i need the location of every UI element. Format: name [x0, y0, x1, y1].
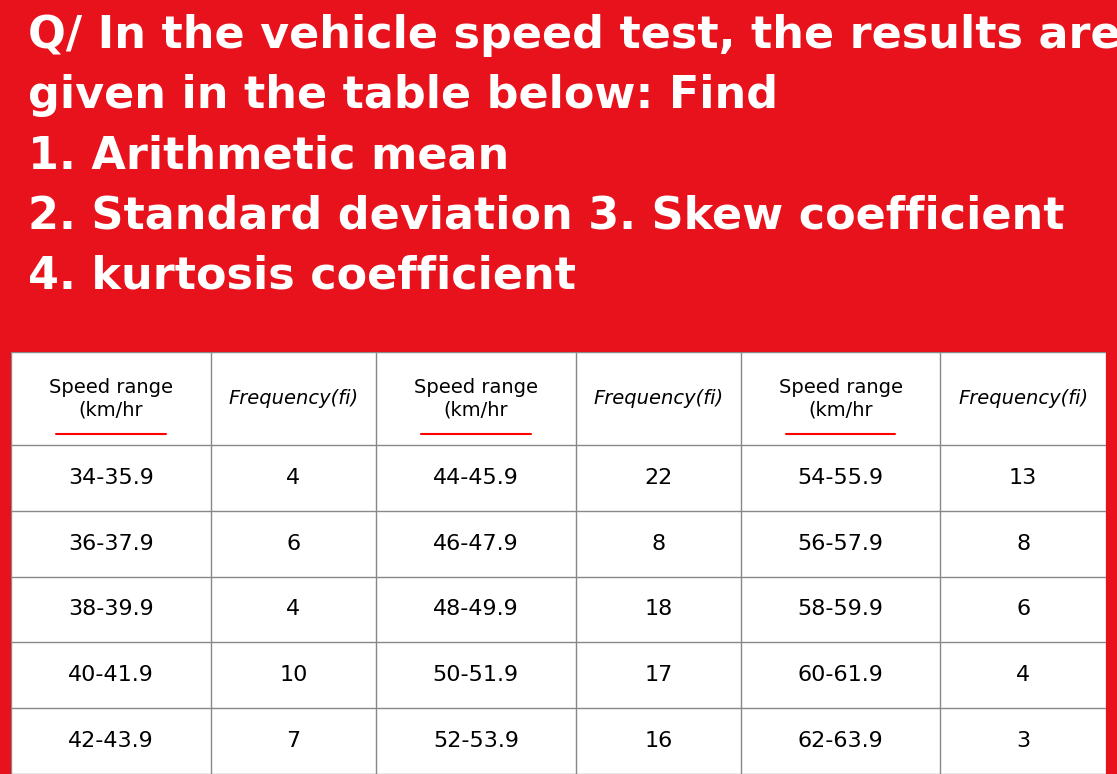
Text: 36-37.9: 36-37.9: [68, 534, 154, 553]
Text: 50-51.9: 50-51.9: [432, 666, 519, 685]
Text: 13: 13: [1009, 467, 1038, 488]
Text: 17: 17: [645, 666, 672, 685]
Text: Speed range
(km/hr: Speed range (km/hr: [49, 378, 173, 419]
Text: 40-41.9: 40-41.9: [68, 666, 154, 685]
Text: 46-47.9: 46-47.9: [433, 534, 518, 553]
Text: Frequency(fi): Frequency(fi): [593, 389, 724, 408]
Text: Speed range
(km/hr: Speed range (km/hr: [779, 378, 903, 419]
Text: 8: 8: [651, 534, 666, 553]
Text: 3: 3: [1016, 731, 1030, 751]
Text: 58-59.9: 58-59.9: [798, 600, 884, 619]
Text: 52-53.9: 52-53.9: [432, 731, 518, 751]
Text: 6: 6: [286, 534, 300, 553]
Text: 18: 18: [645, 600, 672, 619]
Text: 4: 4: [1016, 666, 1030, 685]
Text: 34-35.9: 34-35.9: [68, 467, 154, 488]
Text: 54-55.9: 54-55.9: [798, 467, 884, 488]
Text: Frequency(fi): Frequency(fi): [228, 389, 359, 408]
Text: 4: 4: [286, 467, 300, 488]
Text: 38-39.9: 38-39.9: [68, 600, 154, 619]
Text: 8: 8: [1016, 534, 1030, 553]
Text: Q/ In the vehicle speed test, the results are
given in the table below: Find
1. : Q/ In the vehicle speed test, the result…: [28, 14, 1117, 297]
Text: Frequency(fi): Frequency(fi): [958, 389, 1088, 408]
Text: 7: 7: [286, 731, 300, 751]
Text: 16: 16: [645, 731, 672, 751]
Text: 6: 6: [1016, 600, 1030, 619]
Text: 22: 22: [645, 467, 672, 488]
Text: Speed range
(km/hr: Speed range (km/hr: [413, 378, 537, 419]
Text: 48-49.9: 48-49.9: [433, 600, 518, 619]
Text: 10: 10: [279, 666, 307, 685]
Text: 60-61.9: 60-61.9: [798, 666, 884, 685]
Text: 44-45.9: 44-45.9: [433, 467, 518, 488]
Text: 56-57.9: 56-57.9: [798, 534, 884, 553]
Text: 62-63.9: 62-63.9: [798, 731, 884, 751]
Text: 42-43.9: 42-43.9: [68, 731, 154, 751]
Text: 4: 4: [286, 600, 300, 619]
